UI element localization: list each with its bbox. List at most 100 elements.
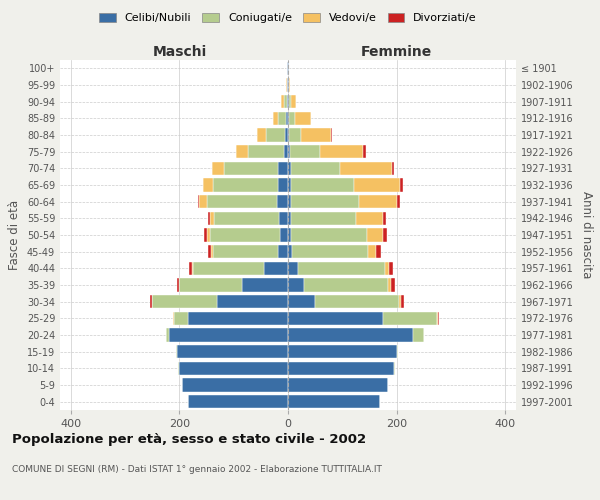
- Bar: [288, 278, 304, 291]
- Bar: [152, 295, 217, 308]
- Bar: [211, 245, 213, 258]
- Bar: [397, 195, 400, 208]
- Bar: [280, 228, 288, 241]
- Bar: [278, 178, 288, 192]
- Bar: [353, 178, 400, 192]
- Bar: [298, 262, 385, 275]
- Bar: [278, 112, 286, 125]
- Bar: [257, 128, 266, 141]
- Bar: [285, 128, 288, 141]
- Bar: [208, 245, 211, 258]
- Bar: [242, 278, 288, 291]
- Bar: [288, 245, 292, 258]
- Bar: [288, 145, 290, 158]
- Bar: [198, 195, 199, 208]
- Bar: [248, 145, 284, 158]
- Bar: [210, 228, 280, 241]
- Bar: [177, 345, 288, 358]
- Bar: [288, 328, 413, 342]
- Bar: [174, 312, 188, 325]
- Bar: [288, 262, 298, 275]
- Bar: [288, 295, 315, 308]
- Bar: [364, 145, 366, 158]
- Bar: [288, 112, 289, 125]
- Bar: [291, 212, 356, 225]
- Bar: [290, 145, 320, 158]
- Bar: [340, 162, 392, 175]
- Bar: [385, 262, 389, 275]
- Bar: [288, 395, 380, 408]
- Text: Femmine: Femmine: [361, 45, 432, 59]
- Bar: [391, 278, 395, 291]
- Bar: [284, 145, 288, 158]
- Bar: [278, 245, 288, 258]
- Bar: [367, 228, 383, 241]
- Bar: [192, 262, 193, 275]
- Bar: [291, 95, 296, 108]
- Bar: [292, 245, 368, 258]
- Bar: [397, 345, 398, 358]
- Bar: [389, 262, 394, 275]
- Bar: [280, 212, 288, 225]
- Bar: [288, 312, 383, 325]
- Bar: [289, 128, 301, 141]
- Bar: [288, 378, 388, 392]
- Bar: [203, 178, 213, 192]
- Bar: [400, 178, 403, 192]
- Bar: [214, 212, 280, 225]
- Bar: [399, 295, 401, 308]
- Bar: [413, 328, 424, 342]
- Bar: [288, 128, 289, 141]
- Bar: [287, 95, 288, 108]
- Bar: [179, 362, 288, 375]
- Bar: [179, 278, 242, 291]
- Bar: [277, 195, 288, 208]
- Bar: [320, 145, 364, 158]
- Bar: [388, 278, 391, 291]
- Bar: [437, 312, 439, 325]
- Bar: [166, 328, 169, 342]
- Bar: [368, 245, 376, 258]
- Bar: [189, 262, 192, 275]
- Bar: [383, 228, 388, 241]
- Text: COMUNE DI SEGNI (RM) - Dati ISTAT 1° gennaio 2002 - Elaborazione TUTTITALIA.IT: COMUNE DI SEGNI (RM) - Dati ISTAT 1° gen…: [12, 466, 382, 474]
- Text: Maschi: Maschi: [152, 45, 206, 59]
- Bar: [304, 278, 388, 291]
- Bar: [212, 162, 224, 175]
- Bar: [288, 228, 291, 241]
- Bar: [315, 295, 399, 308]
- Bar: [383, 312, 437, 325]
- Bar: [291, 195, 359, 208]
- Bar: [204, 228, 207, 241]
- Legend: Celibi/Nubili, Coniugati/e, Vedovi/e, Divorziati/e: Celibi/Nubili, Coniugati/e, Vedovi/e, Di…: [95, 8, 481, 28]
- Bar: [284, 95, 287, 108]
- Bar: [291, 162, 340, 175]
- Bar: [394, 362, 395, 375]
- Bar: [206, 195, 277, 208]
- Bar: [401, 295, 404, 308]
- Bar: [376, 245, 381, 258]
- Text: Popolazione per età, sesso e stato civile - 2002: Popolazione per età, sesso e stato civil…: [12, 432, 366, 446]
- Y-axis label: Anni di nascita: Anni di nascita: [580, 192, 593, 278]
- Bar: [169, 328, 288, 342]
- Bar: [176, 345, 177, 358]
- Bar: [224, 162, 278, 175]
- Bar: [236, 145, 248, 158]
- Bar: [213, 245, 278, 258]
- Bar: [207, 228, 210, 241]
- Bar: [286, 112, 288, 125]
- Bar: [188, 395, 288, 408]
- Bar: [188, 312, 288, 325]
- Bar: [210, 212, 214, 225]
- Bar: [289, 112, 295, 125]
- Bar: [177, 278, 179, 291]
- Bar: [208, 212, 210, 225]
- Bar: [288, 362, 394, 375]
- Bar: [356, 212, 383, 225]
- Bar: [288, 162, 291, 175]
- Bar: [288, 95, 289, 108]
- Bar: [359, 195, 397, 208]
- Bar: [178, 362, 179, 375]
- Bar: [383, 212, 386, 225]
- Bar: [193, 262, 263, 275]
